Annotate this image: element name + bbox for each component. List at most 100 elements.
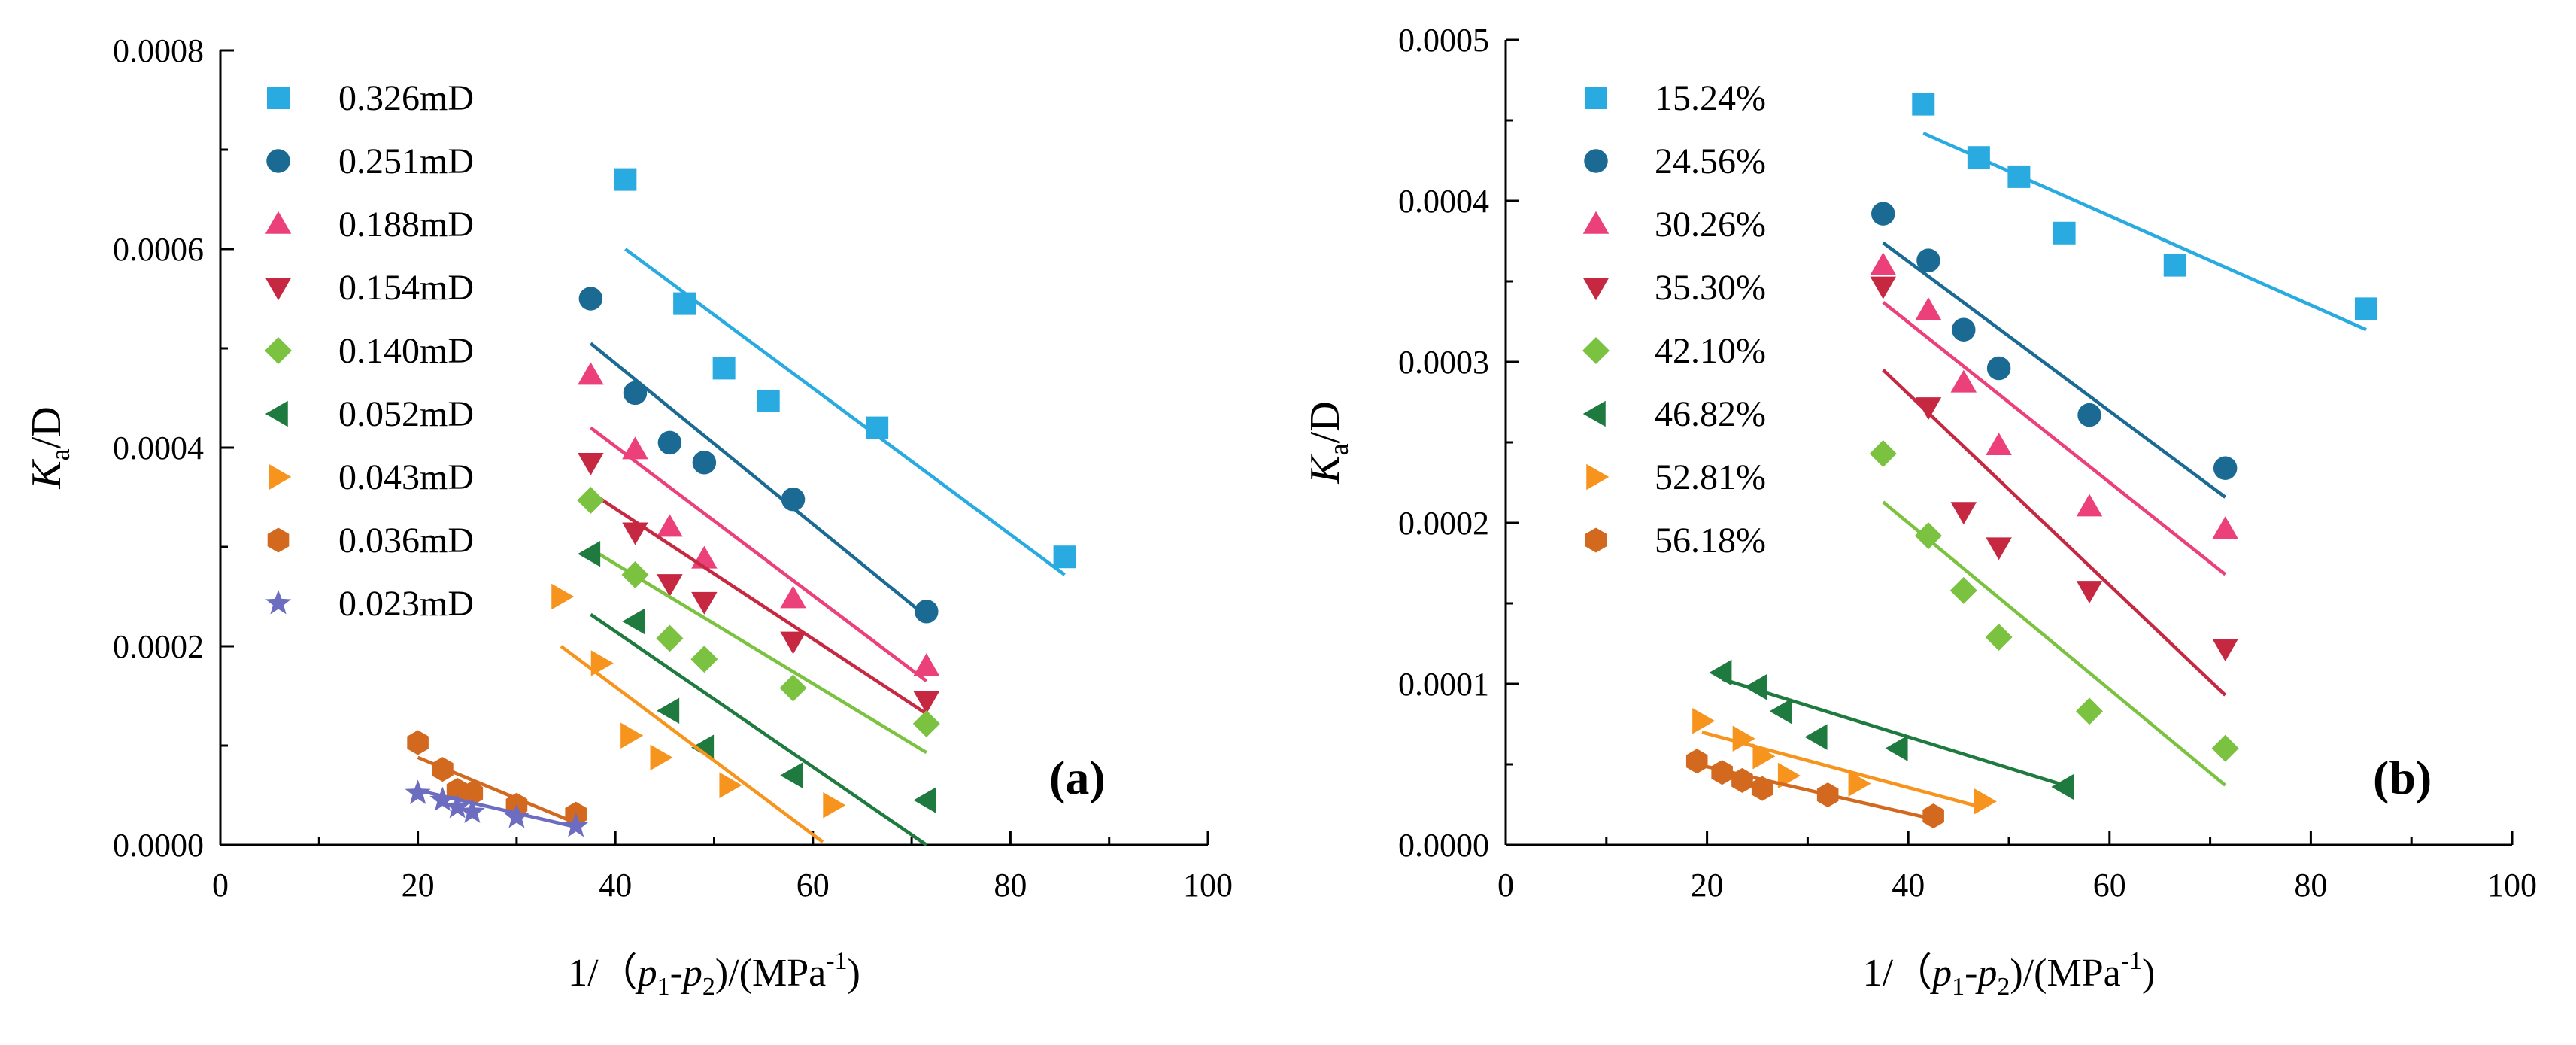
series-0.036mD	[407, 730, 587, 827]
fit-line	[589, 342, 928, 618]
data-point	[712, 357, 736, 380]
legend-label: 0.140mD	[338, 331, 474, 371]
series-42.10%	[1869, 439, 2239, 787]
data-point	[1692, 707, 1716, 734]
data-point	[2051, 773, 2074, 800]
data-point	[779, 674, 807, 702]
data-point	[503, 803, 530, 828]
panel-label: (b)	[2373, 751, 2432, 804]
legend-entry: 0.188mD	[265, 205, 474, 245]
legend-entry: 0.140mD	[265, 331, 474, 371]
legend-marker	[1584, 149, 1608, 173]
fit-line	[560, 645, 824, 843]
data-point	[622, 436, 648, 460]
legend-label: 56.18%	[1655, 521, 1766, 560]
legend-entry: 0.023mD	[265, 584, 474, 624]
data-point	[1986, 433, 2012, 456]
legend-entry: 52.81%	[1586, 457, 1766, 497]
data-point	[1732, 725, 1755, 752]
fit-line	[1882, 500, 2227, 787]
fit-line	[590, 491, 928, 715]
data-point	[2212, 516, 2238, 539]
data-point	[1709, 659, 1732, 686]
legend-label: 42.10%	[1655, 331, 1766, 371]
legend-entry: 42.10%	[1582, 331, 1766, 371]
data-point	[915, 600, 939, 624]
data-point	[1816, 782, 1839, 808]
legend-marker	[265, 278, 292, 301]
y-tick-label: 0.0000	[1398, 827, 1489, 864]
data-point	[780, 631, 806, 655]
data-point	[1848, 770, 1871, 797]
legend-entry: 30.26%	[1582, 205, 1766, 245]
data-point	[657, 430, 682, 455]
x-tick-label: 60	[796, 867, 830, 904]
legend-label: 0.251mD	[338, 141, 474, 181]
data-point	[657, 574, 683, 597]
x-tick-label: 60	[2093, 867, 2126, 904]
data-point	[1777, 762, 1801, 789]
data-point	[405, 779, 431, 804]
y-tick-label: 0.0006	[113, 231, 204, 268]
legend-marker	[267, 87, 290, 109]
x-tick-label: 0	[212, 867, 229, 904]
data-point	[2007, 165, 2031, 188]
data-point	[622, 608, 645, 635]
legend-entry: 0.052mD	[265, 394, 474, 434]
legend-entry: 56.18%	[1585, 521, 1766, 560]
legend-marker	[1586, 463, 1610, 491]
data-point	[1744, 674, 1767, 700]
data-point	[1751, 776, 1773, 801]
fit-line	[1922, 132, 2367, 332]
data-point	[578, 287, 603, 311]
legend-marker	[1585, 87, 1607, 109]
legend-marker	[265, 337, 292, 364]
fit-line	[1882, 241, 2227, 499]
data-point	[461, 780, 484, 806]
legend-entry: 0.326mD	[267, 78, 474, 118]
data-point	[551, 583, 575, 610]
fit-line	[590, 426, 928, 682]
y-tick-label: 0.0002	[113, 628, 204, 665]
data-point	[757, 389, 780, 412]
data-point	[622, 522, 648, 545]
data-point	[1685, 749, 1708, 774]
legend-entry: 35.30%	[1582, 268, 1766, 308]
legend-entry: 0.036mD	[267, 521, 474, 560]
fit-line	[624, 248, 1066, 576]
data-point	[577, 486, 605, 514]
data-point	[2163, 254, 2186, 277]
data-point	[459, 798, 485, 824]
series-0.251mD	[578, 287, 939, 624]
fit-line	[590, 612, 928, 846]
axes: 0 20 40 60 80 100 0.0000 0.0002 0.0004 0.0006 0.00…	[113, 32, 1233, 904]
series-0.052mD	[578, 540, 936, 846]
y-tick-label: 0.0005	[1398, 22, 1489, 59]
data-point	[1949, 576, 1977, 604]
data-point	[1769, 698, 1792, 725]
data-point	[692, 451, 717, 475]
data-point	[578, 453, 604, 476]
data-point	[913, 653, 940, 676]
data-point	[913, 691, 940, 714]
data-point	[2076, 581, 2103, 604]
data-point	[578, 362, 604, 385]
data-point	[1871, 202, 1895, 226]
x-tick-label: 20	[1691, 867, 1724, 904]
series-0.140mD	[577, 486, 940, 755]
data-point	[1967, 146, 1990, 169]
data-point	[823, 791, 846, 819]
legend-label: 0.036mD	[338, 521, 474, 560]
series-15.24%	[1912, 93, 2377, 332]
data-point	[1870, 276, 1896, 299]
data-point	[1869, 439, 1897, 467]
legend-entry: 46.82%	[1582, 394, 1766, 434]
y-tick-label: 0.0002	[1398, 505, 1489, 542]
data-point	[1916, 248, 1940, 272]
legend-marker	[1582, 337, 1610, 364]
data-point	[2211, 734, 2239, 762]
data-point	[2053, 221, 2076, 245]
data-point	[590, 650, 614, 676]
data-point	[1914, 522, 1942, 550]
